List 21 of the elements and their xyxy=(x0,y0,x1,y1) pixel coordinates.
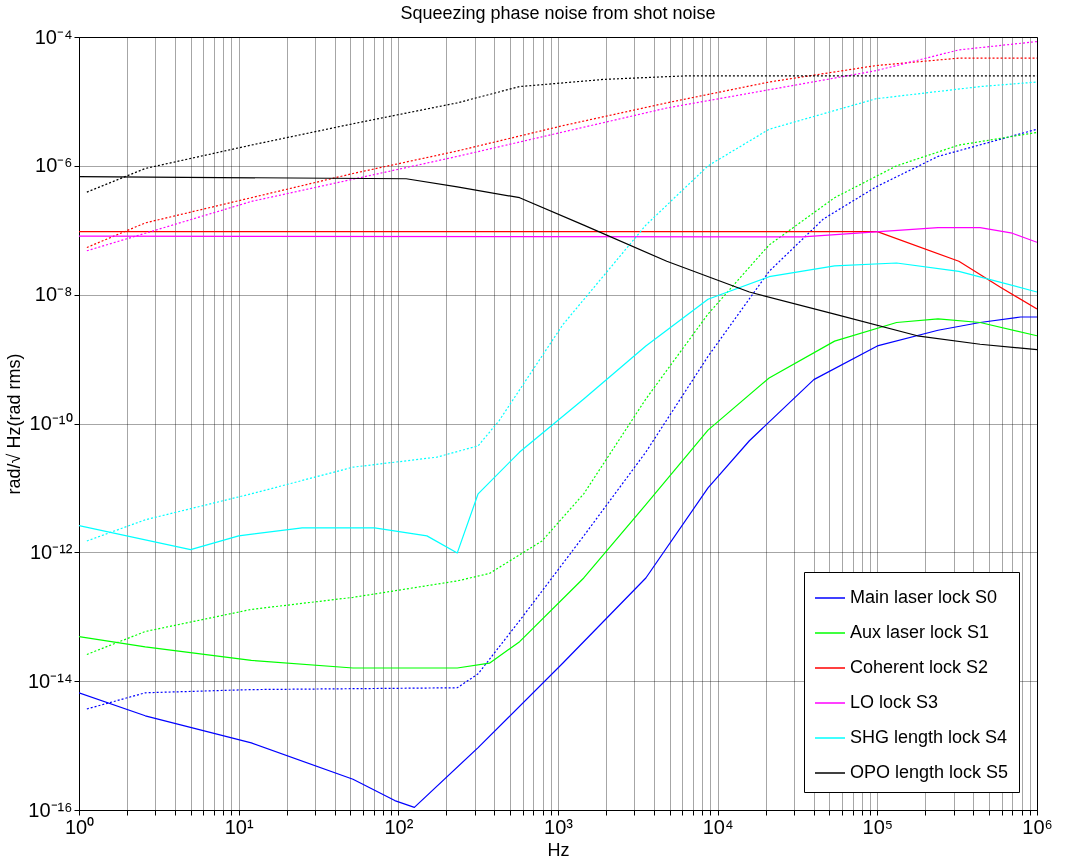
x-tick-label: 10⁴ xyxy=(702,815,734,838)
y-tick-label: 10⁻⁶ xyxy=(35,154,73,177)
x-tick-label: 10³ xyxy=(544,815,574,838)
legend-label: Main laser lock S0 xyxy=(850,587,998,607)
legend-label: SHG length lock S4 xyxy=(850,727,1008,747)
x-tick-label: 10² xyxy=(384,815,414,838)
y-axis-title: rad/√ Hz(rad rms) xyxy=(4,353,24,495)
y-tick-label: 10⁻¹² xyxy=(29,540,73,563)
y-tick-label: 10⁻¹⁴ xyxy=(28,669,73,692)
x-tick-label: 10¹ xyxy=(224,815,254,838)
legend-label: Coherent lock S2 xyxy=(850,657,989,677)
y-tick-label: 10⁻⁸ xyxy=(34,283,73,306)
x-tick-label: 10⁶ xyxy=(1022,815,1053,838)
legend-label: Aux laser lock S1 xyxy=(850,622,990,642)
x-tick-label: 10⁵ xyxy=(862,815,894,838)
legend-label: LO lock S3 xyxy=(850,692,939,712)
chart-title: Squeezing phase noise from shot noise xyxy=(400,3,716,23)
y-tick-label: 10⁻¹⁰ xyxy=(29,412,73,434)
legend-label: OPO length lock S5 xyxy=(850,762,1009,782)
y-tick-label: 10⁻⁴ xyxy=(34,25,73,48)
x-axis-title: Hz xyxy=(547,839,570,860)
